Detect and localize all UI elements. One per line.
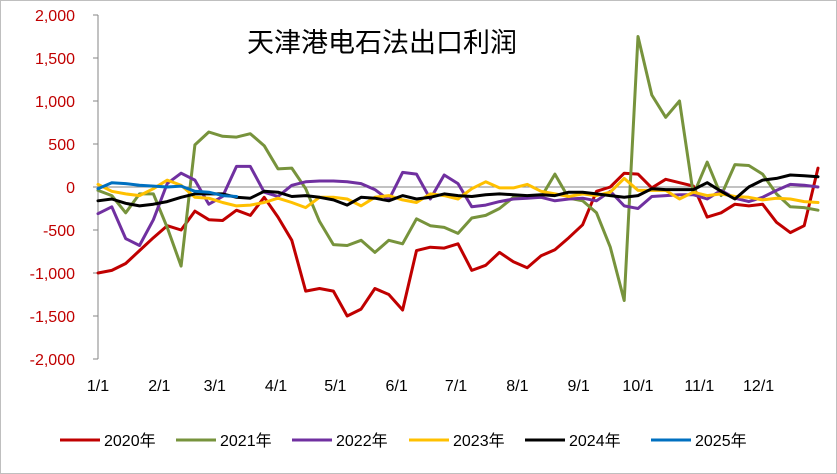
y-tick-label: -1,500 (30, 309, 75, 326)
x-tick-label: 3/1 (204, 378, 226, 395)
x-tick-label: 11/1 (684, 378, 714, 395)
legend-label: 2025年 (695, 432, 747, 450)
y-tick-label: 2,000 (35, 8, 75, 25)
series-line-2022年 (96, 164, 820, 247)
x-tick-label: 8/1 (506, 378, 528, 395)
series-line-2021年 (96, 35, 820, 302)
legend-label: 2024年 (569, 432, 621, 450)
y-tick-label: 1,500 (35, 51, 75, 68)
x-tick-label: 5/1 (324, 378, 346, 395)
series-layer (96, 35, 820, 318)
series-line-2023年 (96, 176, 820, 210)
x-tick-label: 1/1 (87, 378, 109, 395)
legend-label: 2022年 (336, 432, 388, 450)
x-tick-label: 2/1 (148, 378, 170, 395)
x-tick-label: 12/1 (743, 378, 774, 395)
x-tick-label: 9/1 (567, 378, 589, 395)
x-tick-label: 6/1 (386, 378, 408, 395)
legend-label: 2023年 (453, 432, 505, 450)
y-tick-label: -1,000 (30, 266, 75, 283)
y-tick-label: -2,000 (30, 352, 75, 369)
y-tick-label: 1,000 (35, 94, 75, 111)
series-line-2020年 (96, 166, 820, 318)
y-tick-label: -500 (43, 223, 75, 240)
x-tick-label: 10/1 (622, 378, 653, 395)
y-tick-label: 0 (66, 180, 75, 197)
legend-label: 2021年 (220, 432, 272, 450)
x-tick-label: 7/1 (445, 378, 467, 395)
y-tick-label: 500 (48, 137, 75, 154)
chart-title: 天津港电石法出口利润 (247, 28, 517, 59)
legend-label: 2020年 (104, 432, 156, 450)
legend: 2020年 2021年 2022年 2023年 2024年 2025年 (60, 432, 747, 450)
series-line-2025年 (96, 181, 238, 198)
x-tick-label: 4/1 (265, 378, 287, 395)
